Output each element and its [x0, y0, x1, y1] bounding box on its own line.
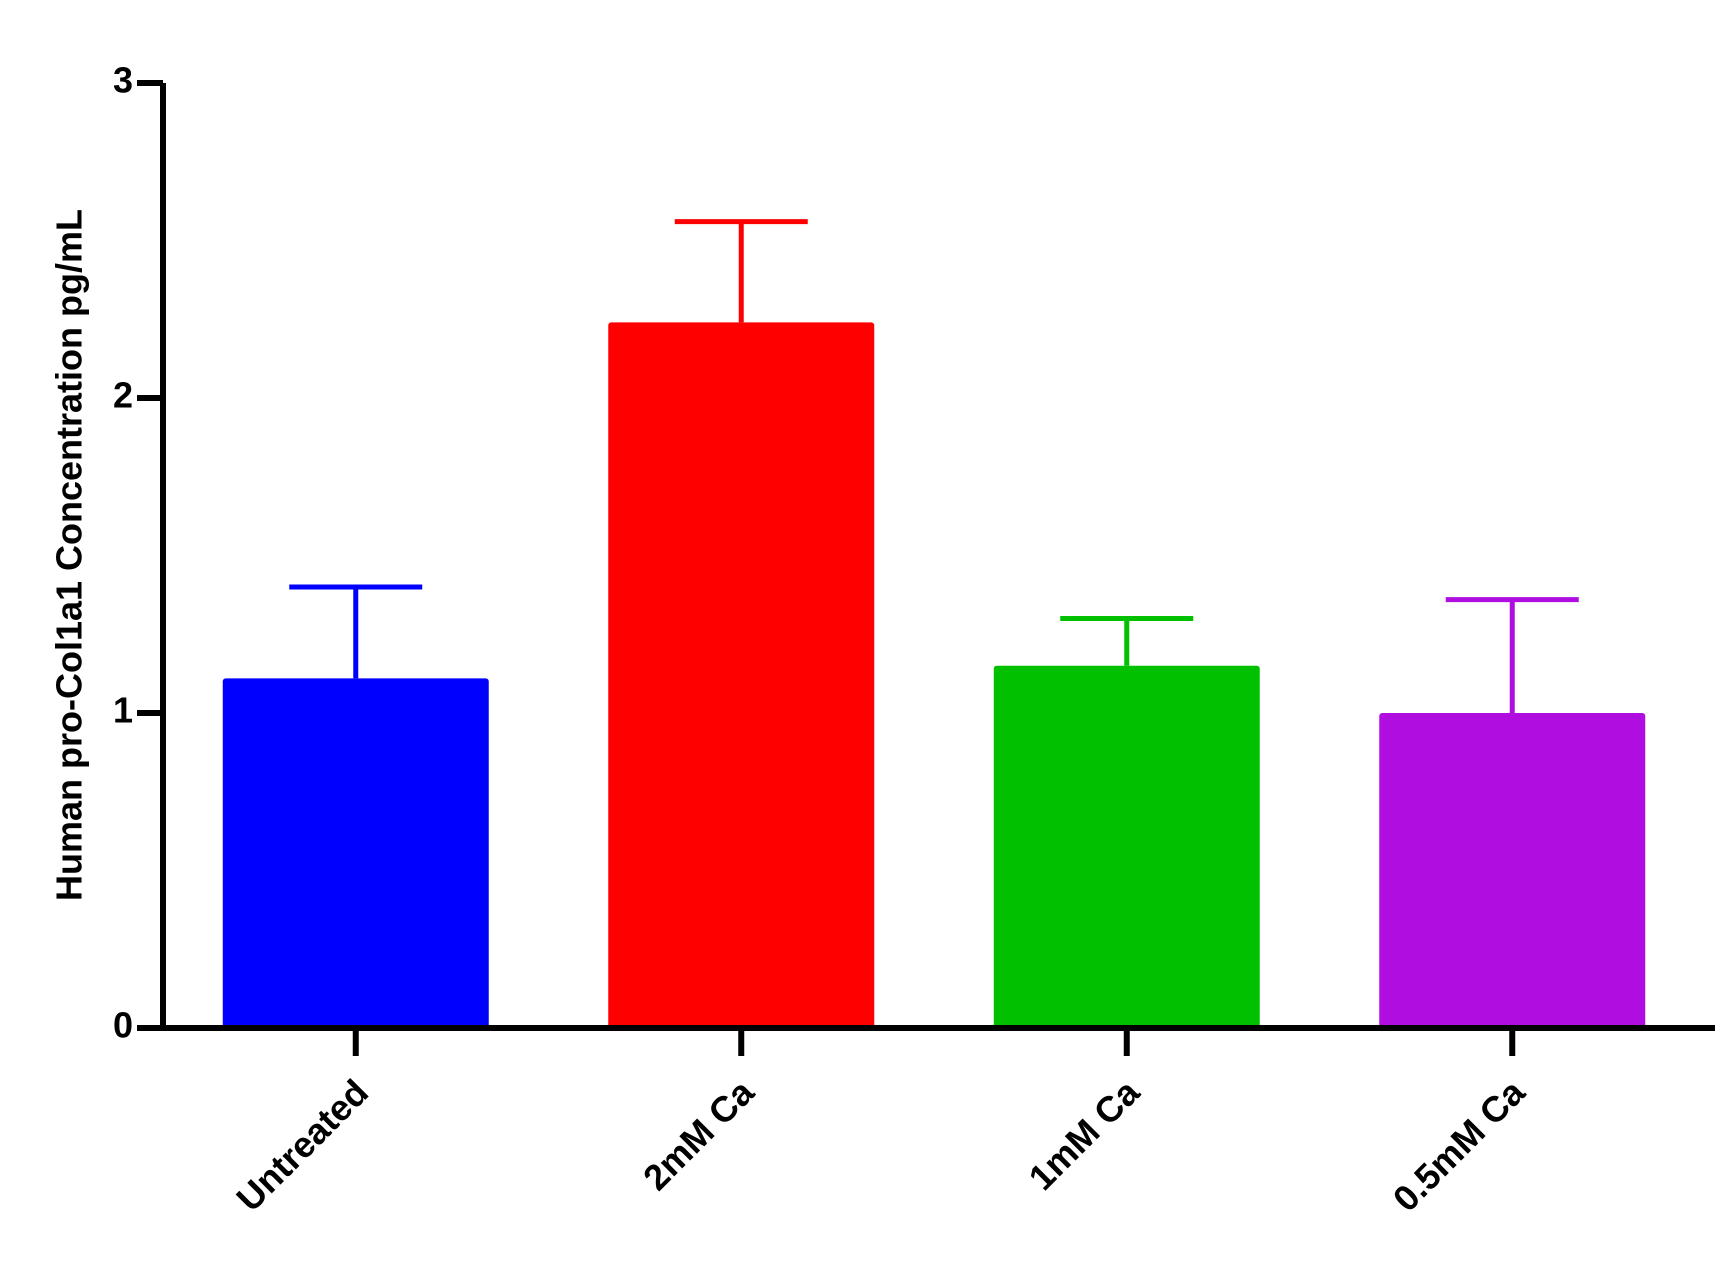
bar [222, 678, 489, 1028]
y-tick-label: 2 [113, 375, 133, 416]
bar [608, 322, 875, 1028]
x-tick-label: 1mM Ca [1021, 1071, 1148, 1198]
bar [993, 665, 1260, 1028]
x-tick-label: Untreated [228, 1071, 376, 1219]
bar [1379, 713, 1646, 1028]
y-axis-label: Human pro-Col1a1 Concentration pg/mL [49, 209, 90, 901]
y-tick-label: 3 [113, 60, 133, 101]
y-tick-label: 1 [113, 690, 133, 731]
x-tick-label: 0.5mM Ca [1385, 1071, 1534, 1220]
x-tick-label: 2mM Ca [635, 1071, 762, 1198]
y-tick-label: 0 [113, 1005, 133, 1046]
